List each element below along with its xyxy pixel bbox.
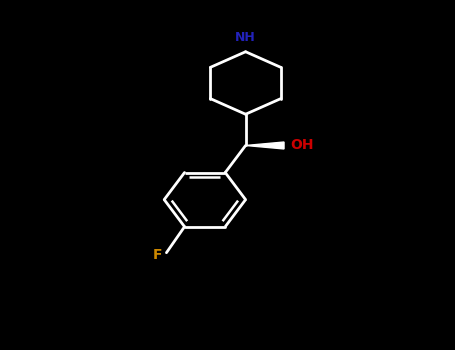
Text: NH: NH [235, 31, 256, 44]
Text: OH: OH [290, 139, 313, 153]
Text: F: F [152, 248, 162, 262]
Polygon shape [246, 142, 284, 149]
